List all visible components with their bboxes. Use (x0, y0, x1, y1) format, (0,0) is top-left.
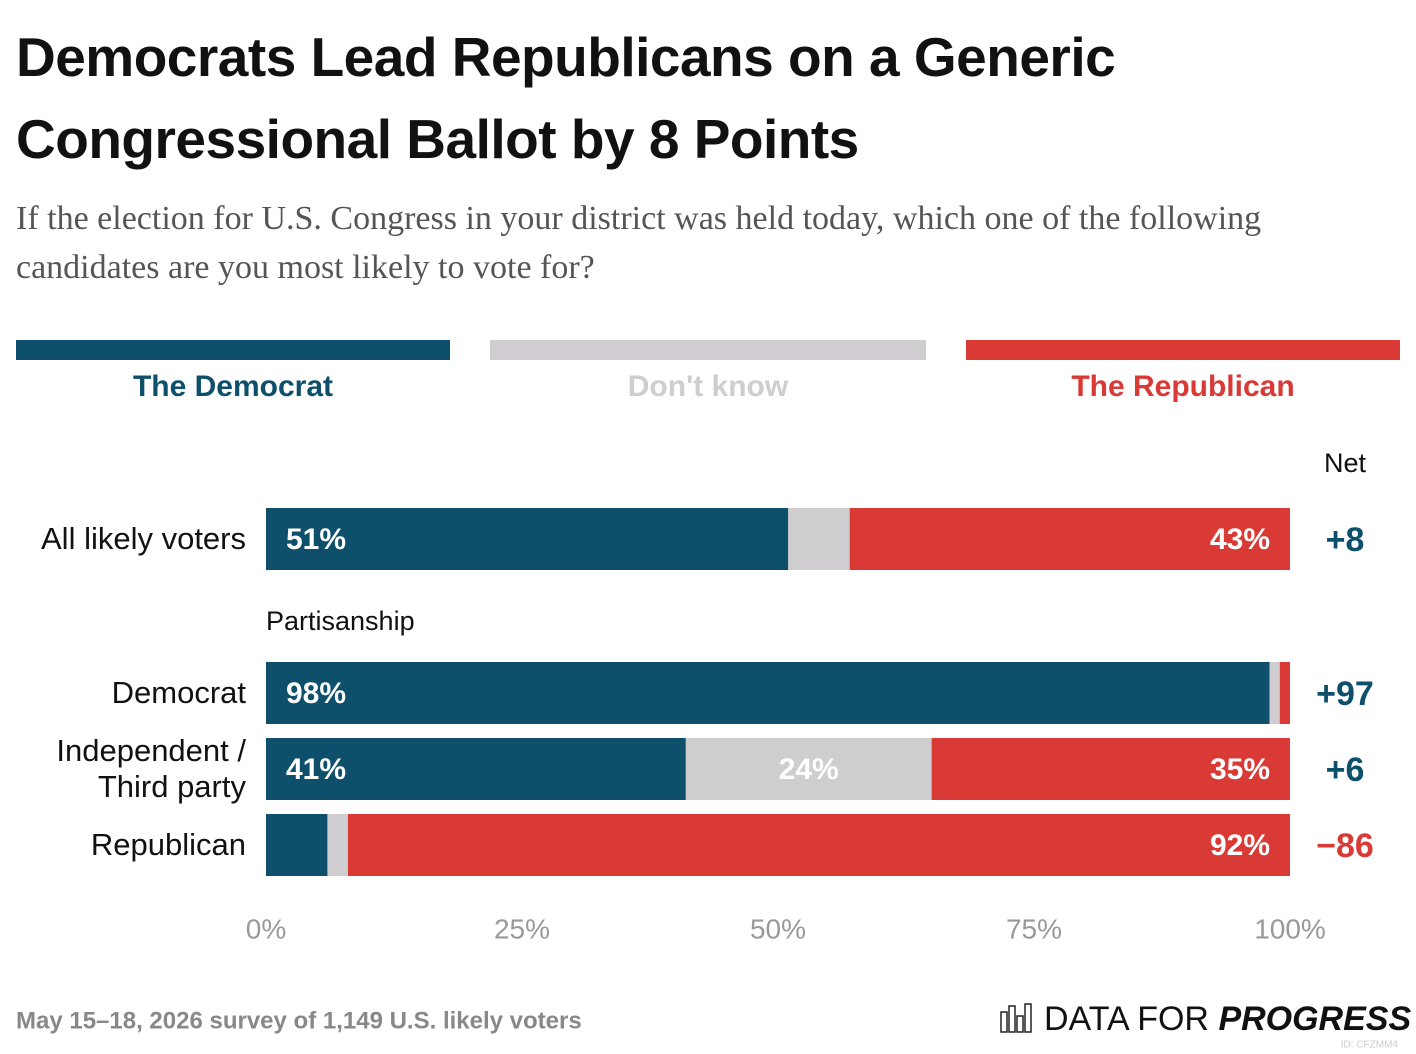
chart-title: Democrats Lead Republicans on a Generic … (16, 26, 1116, 170)
x-tick: 0% (246, 913, 286, 944)
value-label: 92% (1210, 829, 1270, 862)
value-label: 35% (1210, 753, 1270, 786)
group-label: Partisanship (266, 606, 415, 636)
category-label: Independent / Third party (56, 733, 246, 804)
legend-label: The Democrat (133, 370, 333, 403)
x-tick: 100% (1254, 913, 1326, 944)
legend-swatch (16, 340, 450, 360)
logo-icon-bar (1024, 1003, 1032, 1033)
logo-text-part: PROGRESS (1218, 1000, 1411, 1038)
value-label: 98% (286, 677, 346, 710)
bar-segment (685, 738, 932, 800)
id-label: ID: CFZMM4 (1341, 1040, 1399, 1051)
bar-segment (327, 814, 348, 876)
bar-segment (849, 508, 1290, 570)
bar-segment (788, 508, 850, 570)
bar-segment (931, 738, 1290, 800)
legend-label: Don't know (628, 370, 789, 403)
logo-icon-bar (1000, 1011, 1008, 1033)
net-label: +8 (1326, 521, 1365, 559)
bar-segment (266, 814, 328, 876)
net-header: Net (1324, 448, 1367, 478)
bar-segment (266, 662, 1270, 724)
x-tick-label: 75% (1006, 913, 1062, 944)
logo: DATA FOR PROGRESS (1000, 1000, 1411, 1038)
x-tick-label: 50% (750, 913, 806, 944)
logo-icon-bar (1016, 1015, 1024, 1033)
x-tick: 25% (494, 913, 550, 944)
legend-swatch (966, 340, 1400, 360)
x-tick-label: 25% (494, 913, 550, 944)
footnote: May 15–18, 2026 survey of 1,149 U.S. lik… (16, 1007, 582, 1034)
logo-icon-bar (1008, 1005, 1016, 1033)
x-tick-label: 0% (246, 913, 286, 944)
category-label: Democrat (111, 675, 246, 710)
value-label: 41% (286, 753, 346, 786)
chart-subtitle: If the election for U.S. Congress in you… (16, 200, 1262, 286)
bar-segment (1269, 662, 1280, 724)
net-label: +97 (1316, 675, 1374, 713)
bar-segment (266, 738, 686, 800)
net-label: −86 (1316, 827, 1374, 865)
logo-text-part: DATA FOR (1044, 1000, 1209, 1038)
x-tick: 50% (750, 913, 806, 944)
logo-text: DATA FOR PROGRESS (1044, 1000, 1411, 1038)
value-label: 43% (1210, 523, 1270, 556)
bar-segment (266, 508, 789, 570)
category-label: All likely voters (41, 521, 246, 556)
value-label: 51% (286, 523, 346, 556)
legend-swatch (490, 340, 926, 360)
bar-segment (347, 814, 1290, 876)
category-label: Republican (90, 827, 246, 862)
x-tick: 75% (1006, 913, 1062, 944)
value-label: 24% (779, 753, 839, 786)
legend-label: The Republican (1071, 370, 1294, 403)
x-tick-label: 100% (1254, 913, 1326, 944)
bar-segment (1279, 662, 1290, 724)
net-label: +6 (1326, 751, 1365, 789)
